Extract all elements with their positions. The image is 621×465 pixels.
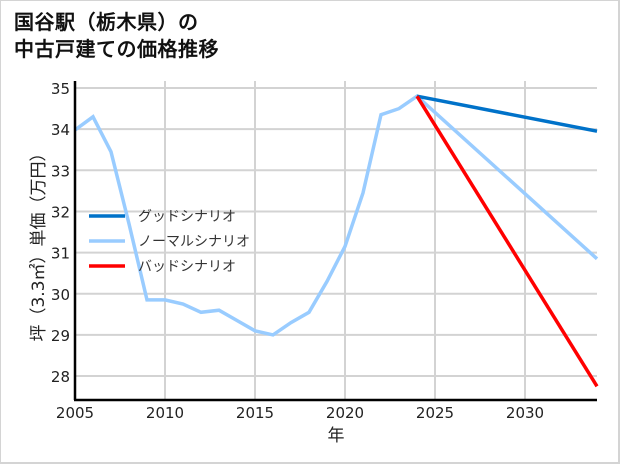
chart-title: 国谷駅（栃木県）の 中古戸建ての価格推移 — [14, 9, 219, 63]
y-tick-label: 35 — [51, 80, 70, 98]
tick-labels: 28 29 30 31 32 33 34 35 2005 2010 2015 2020 2025 2030 — [51, 80, 544, 422]
series-lines — [73, 93, 599, 388]
series-line — [415, 95, 599, 388]
x-tick-label: 2020 — [326, 404, 364, 422]
legend-label: ノーマルシナリオ — [138, 234, 250, 250]
x-tick-label: 2025 — [416, 404, 454, 422]
axes — [73, 81, 597, 402]
legend-label: グッドシナリオ — [138, 209, 236, 225]
y-tick-label: 31 — [51, 245, 70, 263]
legend-label: バッドシナリオ — [138, 259, 236, 275]
y-tick-label: 30 — [51, 286, 70, 304]
y-tick-label: 33 — [51, 162, 70, 180]
chart-title-line1: 国谷駅（栃木県）の — [14, 10, 199, 34]
y-tick-label: 28 — [51, 368, 70, 386]
grid-lines — [75, 81, 597, 400]
y-tick-label: 29 — [51, 327, 70, 345]
y-tick-label: 32 — [51, 203, 70, 221]
y-axis-label: 坪（3.3㎡）単価（万円） — [29, 144, 49, 341]
x-tick-label: 2015 — [236, 404, 274, 422]
x-tick-label: 2010 — [146, 404, 184, 422]
x-tick-label: 2030 — [506, 404, 544, 422]
x-axis-label: 年 — [328, 426, 345, 446]
series-line — [416, 94, 598, 133]
x-tick-label: 2005 — [56, 404, 94, 422]
chart-title-line2: 中古戸建ての価格推移 — [14, 37, 219, 61]
y-tick-label: 34 — [51, 121, 70, 139]
series-line — [73, 93, 599, 337]
